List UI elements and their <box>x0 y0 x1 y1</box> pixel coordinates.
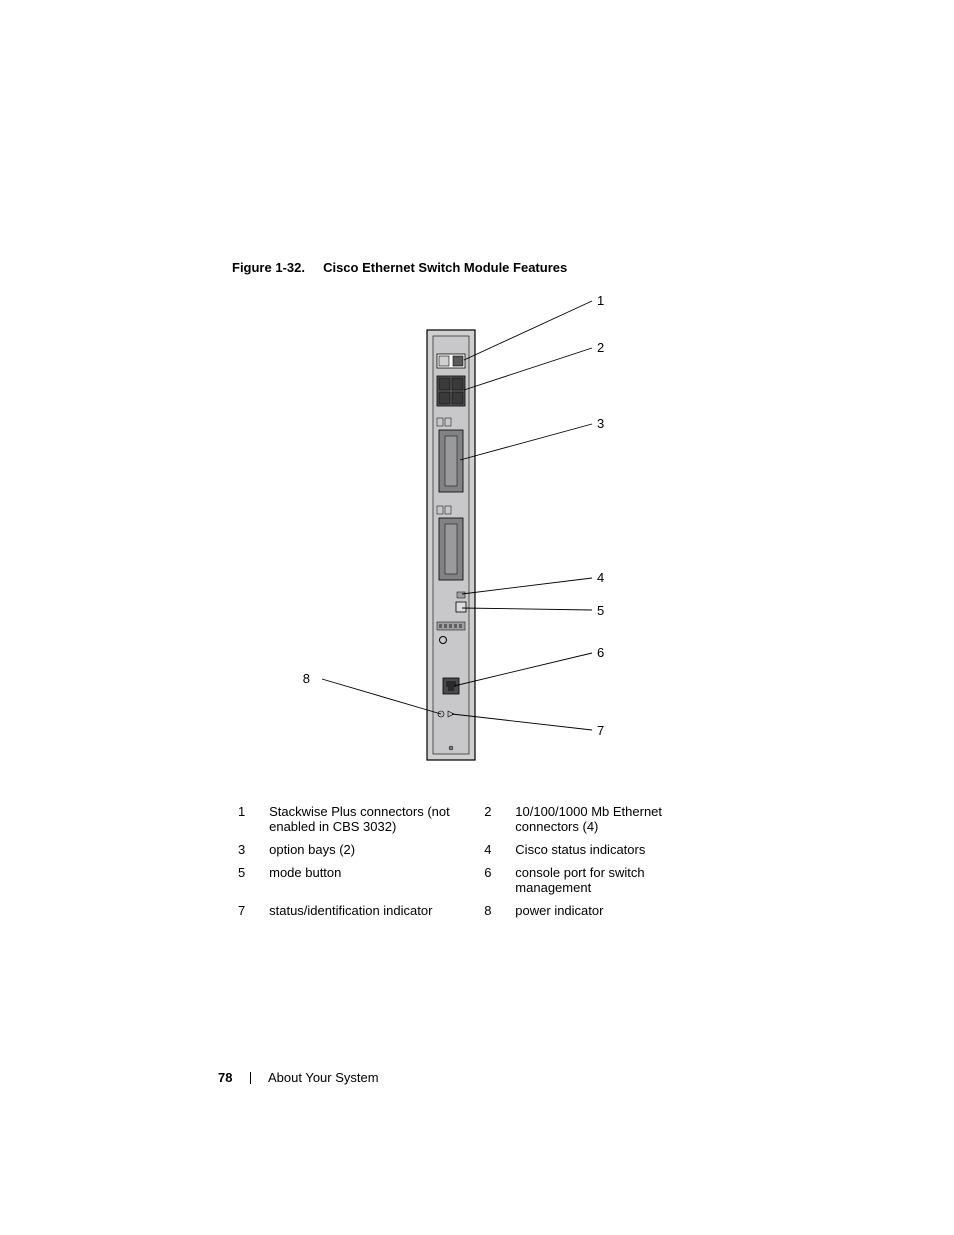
callout-8: 8 <box>303 671 310 686</box>
legend-num: 2 <box>478 800 509 838</box>
figure-label: Figure 1-32. <box>232 260 305 275</box>
figure-diagram: 1 2 3 4 5 6 7 8 <box>232 290 722 770</box>
figure-title: Cisco Ethernet Switch Module Features <box>323 260 567 275</box>
legend-desc: option bays (2) <box>263 838 478 861</box>
page: Figure 1-32. Cisco Ethernet Switch Modul… <box>0 0 954 1235</box>
table-row: 3 option bays (2) 4 Cisco status indicat… <box>232 838 722 861</box>
legend-num: 4 <box>478 838 509 861</box>
switch-module-icon <box>427 330 475 760</box>
callout-3: 3 <box>597 416 604 431</box>
legend-num: 3 <box>232 838 263 861</box>
table-row: 7 status/identification indicator 8 powe… <box>232 899 722 922</box>
legend-desc: status/identification indicator <box>263 899 478 922</box>
legend-desc: 10/100/1000 Mb Ethernet connectors (4) <box>509 800 722 838</box>
table-row: 1 Stackwise Plus connectors (not enabled… <box>232 800 722 838</box>
callout-6: 6 <box>597 645 604 660</box>
legend-desc: power indicator <box>509 899 722 922</box>
legend-num: 1 <box>232 800 263 838</box>
page-number: 78 <box>218 1070 232 1085</box>
legend-num: 5 <box>232 861 263 899</box>
legend-desc: mode button <box>263 861 478 899</box>
callout-4: 4 <box>597 570 604 585</box>
figure-caption: Figure 1-32. Cisco Ethernet Switch Modul… <box>232 260 567 275</box>
legend-num: 8 <box>478 899 509 922</box>
legend-desc: console port for switch management <box>509 861 722 899</box>
legend-num: 6 <box>478 861 509 899</box>
legend-desc: Cisco status indicators <box>509 838 722 861</box>
callout-7: 7 <box>597 723 604 738</box>
legend-desc: Stackwise Plus connectors (not enabled i… <box>263 800 478 838</box>
callout-2: 2 <box>597 340 604 355</box>
section-title: About Your System <box>268 1070 379 1085</box>
callout-5: 5 <box>597 603 604 618</box>
page-footer: 78 About Your System <box>218 1070 379 1085</box>
table-row: 5 mode button 6 console port for switch … <box>232 861 722 899</box>
legend-num: 7 <box>232 899 263 922</box>
callout-1: 1 <box>597 293 604 308</box>
legend-table: 1 Stackwise Plus connectors (not enabled… <box>232 800 722 922</box>
footer-separator <box>250 1072 251 1084</box>
